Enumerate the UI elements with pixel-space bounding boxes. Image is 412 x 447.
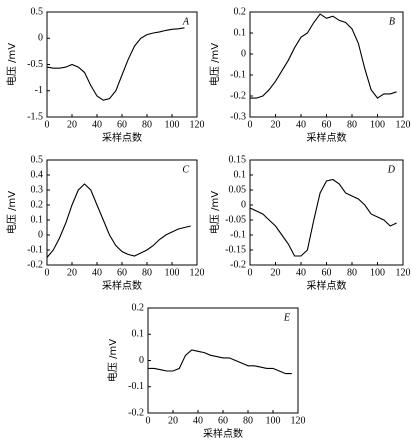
y-tick-label: -1.5 [27, 111, 43, 122]
y-tick-label: -0.2 [27, 259, 43, 270]
panel-label: B [389, 16, 395, 27]
y-tick-label: 0.1 [234, 169, 247, 180]
y-tick-label: 0 [139, 355, 144, 366]
y-tick-label: 0.15 [229, 154, 247, 165]
x-tick-label: 20 [67, 119, 77, 130]
x-tick-label: 80 [142, 119, 152, 130]
x-tick-label: 80 [347, 267, 357, 278]
x-tick-label: 60 [322, 267, 332, 278]
x-tick-label: 20 [271, 119, 281, 130]
y-axis-label: 电压 /mV [106, 339, 119, 382]
panel-label: E [283, 312, 290, 323]
x-tick-label: 80 [142, 267, 152, 278]
y-tick-label: 0.4 [31, 169, 44, 180]
y-tick-label: -0.1 [230, 229, 246, 240]
x-tick-label: 120 [190, 267, 205, 278]
x-tick-label: 0 [146, 415, 151, 426]
y-tick-label: 0 [241, 48, 246, 59]
y-tick-label: -1 [35, 85, 43, 96]
y-tick-label: 0.1 [234, 27, 247, 38]
y-tick-label: 0.2 [132, 302, 145, 313]
x-tick-label: 120 [291, 415, 306, 426]
panel-label: D [387, 164, 396, 175]
y-axis-label: 电压 /mV [5, 191, 18, 234]
x-tick-label: 80 [243, 415, 253, 426]
x-tick-label: 20 [67, 267, 77, 278]
x-tick-label: 0 [248, 119, 253, 130]
x-tick-label: 40 [92, 267, 102, 278]
y-tick-label: -0.1 [230, 69, 246, 80]
x-axis-label: 采样点数 [102, 279, 142, 292]
x-tick-label: 100 [165, 119, 180, 130]
x-axis-label: 采样点数 [307, 131, 347, 144]
data-line [46, 183, 191, 258]
y-axis-label: 电压 /mV [208, 43, 221, 86]
x-tick-label: 100 [266, 415, 281, 426]
plot-frame [249, 159, 404, 266]
x-tick-label: 20 [168, 415, 178, 426]
x-tick-label: 60 [117, 267, 127, 278]
x-axis-label: 采样点数 [203, 427, 243, 440]
data-line [148, 349, 292, 375]
panel-label: A [182, 16, 190, 27]
y-tick-label: -0.5 [27, 59, 43, 70]
x-tick-label: 120 [396, 119, 411, 130]
x-tick-label: 60 [322, 119, 332, 130]
y-tick-label: 0.05 [229, 184, 247, 195]
x-tick-label: 40 [296, 267, 306, 278]
y-tick-label: -0.05 [225, 214, 246, 225]
x-axis-label: 采样点数 [102, 131, 142, 144]
data-line [46, 27, 185, 101]
plot-frame [46, 11, 198, 118]
x-tick-label: 80 [347, 119, 357, 130]
x-tick-label: 0 [45, 267, 50, 278]
y-tick-label: -0.15 [225, 244, 246, 255]
data-line [250, 13, 397, 99]
y-tick-label: -0.3 [230, 111, 246, 122]
x-tick-label: 100 [370, 119, 385, 130]
y-tick-label: -0.2 [128, 407, 144, 418]
x-tick-label: 60 [117, 119, 127, 130]
y-axis-label: 电压 /mV [5, 43, 18, 86]
x-tick-label: 20 [271, 267, 281, 278]
x-tick-label: 60 [218, 415, 228, 426]
y-tick-label: 0.1 [31, 214, 44, 225]
x-tick-label: 40 [296, 119, 306, 130]
y-tick-label: 0.5 [31, 6, 44, 17]
x-tick-label: 40 [92, 119, 102, 130]
x-tick-label: 0 [248, 267, 253, 278]
x-tick-label: 120 [190, 119, 205, 130]
x-tick-label: 40 [193, 415, 203, 426]
x-tick-label: 0 [45, 119, 50, 130]
y-tick-label: 0.3 [31, 184, 44, 195]
plot-frame [249, 11, 404, 118]
y-tick-label: 0.5 [31, 154, 44, 165]
panel-label: C [182, 164, 189, 175]
x-axis-label: 采样点数 [307, 279, 347, 292]
y-tick-label: 0.2 [234, 6, 247, 17]
y-tick-label: 0 [38, 229, 43, 240]
data-line [249, 178, 397, 257]
x-tick-label: 100 [165, 267, 180, 278]
x-tick-label: 100 [370, 267, 385, 278]
y-tick-label: -0.2 [230, 259, 246, 270]
y-tick-label: -0.1 [27, 244, 43, 255]
y-tick-label: 0 [38, 33, 43, 44]
y-tick-label: 0 [241, 199, 246, 210]
y-tick-label: -0.2 [230, 90, 246, 101]
y-tick-label: 0.2 [31, 199, 44, 210]
plot-frame [147, 307, 299, 414]
y-tick-label: 0.1 [132, 329, 145, 340]
y-tick-label: -0.1 [128, 381, 144, 392]
y-axis-label: 电压 /mV [208, 191, 221, 234]
x-tick-label: 120 [396, 267, 411, 278]
